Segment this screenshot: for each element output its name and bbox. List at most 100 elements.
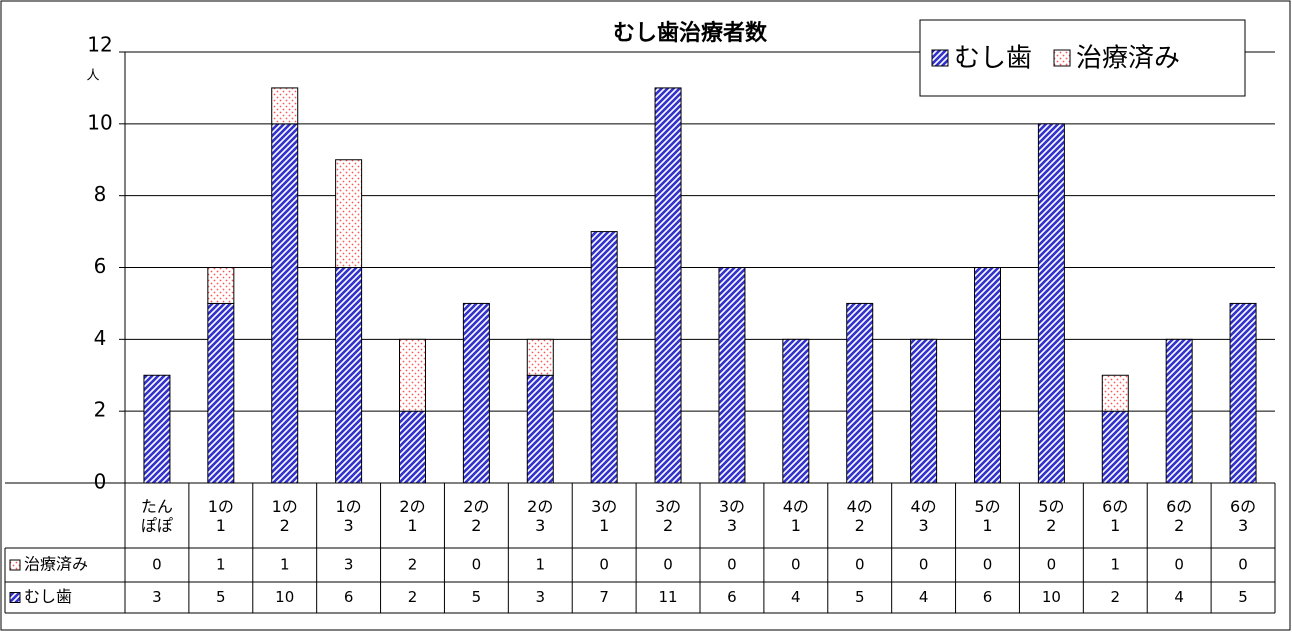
y-unit: 人 xyxy=(86,69,99,84)
table-cell: 7 xyxy=(599,588,609,606)
table-cell: 5 xyxy=(855,588,865,606)
bar-segment xyxy=(400,339,426,411)
y-tick-label: 12 xyxy=(87,33,112,57)
table-cell: 0 xyxy=(983,556,993,574)
bar-segment xyxy=(272,124,298,483)
table-cell: 11 xyxy=(659,588,678,606)
bar-segment xyxy=(911,339,937,483)
category-text: 1の1 xyxy=(203,497,239,535)
table-cell: 2 xyxy=(408,588,418,606)
bar-segment xyxy=(463,303,489,483)
category-text: 2の2 xyxy=(458,497,494,535)
table-cell: 6 xyxy=(983,588,993,606)
category-text: 2の3 xyxy=(522,497,558,535)
bar-segment xyxy=(1230,303,1256,483)
table-cell: 1 xyxy=(536,556,546,574)
category-text: 2の1 xyxy=(394,497,430,535)
table-cell: 0 xyxy=(663,556,673,574)
y-tick-label: 8 xyxy=(94,182,107,206)
x-tick-label: 4の2 xyxy=(828,483,892,548)
table-cell: 0 xyxy=(152,556,162,574)
bar-segment xyxy=(591,232,617,483)
category-text: 3の2 xyxy=(650,497,686,535)
bar-segment xyxy=(272,88,298,124)
table-cell: 0 xyxy=(727,556,737,574)
page: むし歯治療者数 人 024681012治療済み01132010000000010… xyxy=(0,0,1292,632)
table-cell: 0 xyxy=(599,556,609,574)
table-cell: 0 xyxy=(1174,556,1184,574)
category-text: 1の2 xyxy=(267,497,303,535)
y-tick-label: 2 xyxy=(94,398,107,422)
table-cell: 10 xyxy=(1042,588,1061,606)
x-tick-label: たんぽぽ xyxy=(125,483,189,548)
table-cell: 3 xyxy=(344,556,354,574)
y-tick-label: 10 xyxy=(87,110,112,134)
bar-segment xyxy=(144,375,170,483)
table-cell: 4 xyxy=(1174,588,1184,606)
category-text: 5の1 xyxy=(969,497,1005,535)
x-tick-label: 1の3 xyxy=(317,483,381,548)
table-row-header: むし歯 xyxy=(24,587,72,606)
bar-segment xyxy=(1038,124,1064,483)
category-text: 6の3 xyxy=(1225,497,1261,535)
category-text: たんぽぽ xyxy=(139,497,175,535)
x-tick-label: 4の1 xyxy=(764,483,828,548)
y-tick-label: 6 xyxy=(94,254,107,278)
category-text: 4の3 xyxy=(906,497,942,535)
bar-segment xyxy=(847,303,873,483)
bar-segment xyxy=(336,160,362,268)
legend-key xyxy=(932,50,948,66)
x-tick-label: 5の2 xyxy=(1019,483,1083,548)
table-cell: 3 xyxy=(152,588,162,606)
table-cell: 0 xyxy=(1238,556,1248,574)
bar-segment xyxy=(1102,411,1128,483)
x-tick-label: 1の2 xyxy=(253,483,317,548)
table-cell: 6 xyxy=(727,588,737,606)
table-cell: 5 xyxy=(216,588,226,606)
table-cell: 0 xyxy=(855,556,865,574)
table-cell: 6 xyxy=(344,588,354,606)
bar-segment xyxy=(527,339,553,375)
table-cell: 4 xyxy=(919,588,929,606)
table-cell: 0 xyxy=(472,556,482,574)
bar-segment xyxy=(783,339,809,483)
x-tick-label: 6の1 xyxy=(1083,483,1147,548)
x-tick-label: 2の3 xyxy=(508,483,572,548)
bar-segment xyxy=(655,88,681,483)
table-cell: 1 xyxy=(1111,556,1121,574)
category-text: 6の1 xyxy=(1097,497,1133,535)
table-cell: 3 xyxy=(536,588,546,606)
y-tick-label: 0 xyxy=(94,470,107,494)
bar-segment xyxy=(336,268,362,484)
category-text: 3の1 xyxy=(586,497,622,535)
x-tick-label: 3の3 xyxy=(700,483,764,548)
bar-segment xyxy=(400,411,426,483)
category-text: 1の3 xyxy=(331,497,367,535)
x-tick-label: 5の1 xyxy=(956,483,1020,548)
table-cell: 0 xyxy=(1047,556,1057,574)
bar-segment xyxy=(719,268,745,484)
bar-segment xyxy=(208,268,234,304)
bar-segment xyxy=(527,375,553,483)
x-tick-label: 2の1 xyxy=(381,483,445,548)
category-text: 4の2 xyxy=(842,497,878,535)
table-cell: 2 xyxy=(1111,588,1121,606)
category-text: 6の2 xyxy=(1161,497,1197,535)
x-tick-label: 3の2 xyxy=(636,483,700,548)
table-key xyxy=(10,593,20,603)
x-tick-label: 1の1 xyxy=(189,483,253,548)
x-tick-label: 4の3 xyxy=(892,483,956,548)
legend-label: 治療済み xyxy=(1076,44,1180,74)
legend-label: むし歯 xyxy=(954,44,1032,74)
bar-segment xyxy=(975,268,1001,484)
table-cell: 5 xyxy=(1238,588,1248,606)
x-tick-label: 3の1 xyxy=(572,483,636,548)
category-text: 4の1 xyxy=(778,497,814,535)
table-cell: 4 xyxy=(791,588,801,606)
table-cell: 0 xyxy=(919,556,929,574)
table-cell: 0 xyxy=(791,556,801,574)
chart-title: むし歯治療者数 xyxy=(613,20,768,46)
x-tick-label: 6の2 xyxy=(1147,483,1211,548)
category-text: 5の2 xyxy=(1033,497,1069,535)
table-cell: 1 xyxy=(280,556,290,574)
